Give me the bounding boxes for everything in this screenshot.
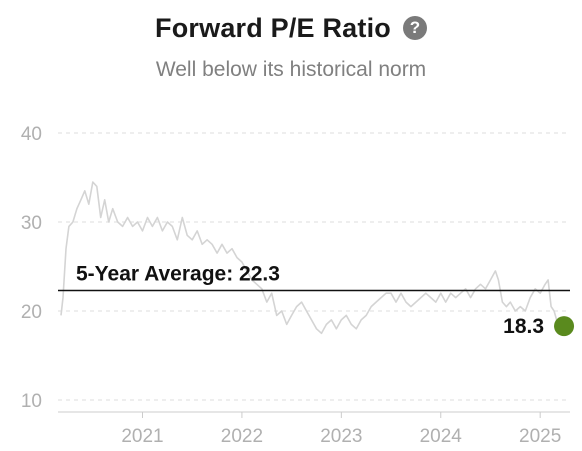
chart-subtitle: Well below its historical norm: [155, 58, 427, 81]
x-axis: 2021 2022 2023 2024 2025: [58, 411, 570, 447]
grid-lines: [58, 132, 570, 401]
x-tick-label: 2024: [420, 426, 463, 447]
current-value-marker[interactable]: [554, 316, 575, 337]
five-year-average-label: 5-Year Average: 22.3: [76, 263, 280, 286]
current-value-label: 18.3: [503, 315, 544, 338]
y-tick-label: 30: [21, 213, 42, 234]
chart-title: Forward P/E Ratio: [155, 12, 391, 43]
y-tick-label: 10: [21, 391, 42, 412]
y-tick-label: 40: [21, 124, 42, 145]
y-axis: 10 20 30 40: [21, 124, 42, 412]
title-row: Forward P/E Ratio ?: [0, 8, 582, 48]
x-tick-label: 2025: [519, 426, 561, 447]
x-tick-label: 2023: [320, 426, 362, 447]
question-circle-icon[interactable]: ?: [402, 16, 427, 40]
x-tick-label: 2021: [121, 426, 163, 447]
y-tick-label: 20: [21, 302, 42, 323]
x-tick-label: 2022: [221, 426, 263, 447]
pe-ratio-series-line: [60, 181, 558, 335]
